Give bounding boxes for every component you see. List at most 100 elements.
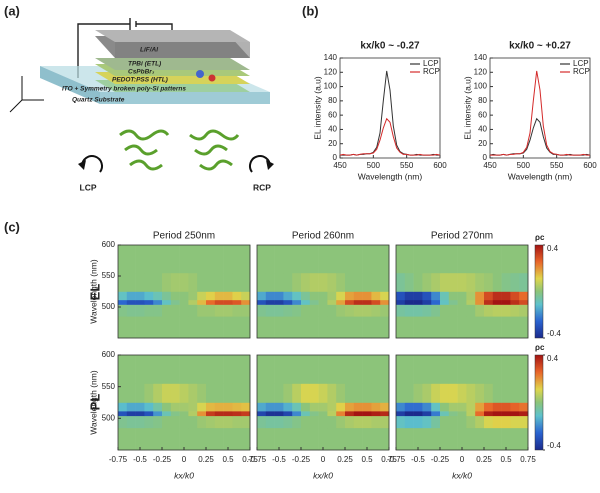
heatmap-cell xyxy=(413,299,423,305)
heatmap-cell xyxy=(345,383,355,403)
heatmap-cell xyxy=(309,299,319,305)
heatmap-cell xyxy=(257,245,267,274)
colorbar xyxy=(534,354,544,451)
heatmap-cell xyxy=(440,427,450,451)
heatmap-cell xyxy=(440,411,450,417)
heatmap-cell xyxy=(144,304,154,317)
heatmap-cell xyxy=(126,415,136,429)
heatmap-cell xyxy=(431,291,441,301)
heatmap-cell xyxy=(475,245,485,274)
heatmap-cell xyxy=(336,415,346,429)
plot-frame xyxy=(339,57,441,159)
heatmap-cell xyxy=(126,304,136,317)
device-diagram xyxy=(9,18,274,173)
heatmap-cell xyxy=(118,411,128,417)
heatmap-cell xyxy=(440,299,450,305)
heatmap-cell xyxy=(274,415,284,429)
heatmap-cell xyxy=(170,355,180,384)
heatmap-cell xyxy=(318,411,328,417)
heatmap-cell xyxy=(431,427,441,451)
heatmap-cell xyxy=(144,402,154,412)
heatmap-cell xyxy=(327,272,337,292)
heatmap-cell xyxy=(362,304,372,317)
heatmap-cell xyxy=(283,304,293,317)
heatmap-cell xyxy=(214,304,224,317)
plot-frame xyxy=(489,57,591,159)
heatmap-cell xyxy=(466,411,476,417)
y-tick-label: 20 xyxy=(328,139,337,148)
colorbar-label: ρc xyxy=(535,343,545,352)
heatmap-cell xyxy=(135,411,145,417)
legend-label: LCP xyxy=(423,59,439,68)
heatmap-cell xyxy=(380,304,390,317)
panel-label: (a) xyxy=(4,3,20,18)
heatmap-cell xyxy=(274,316,284,339)
heatmap-cell xyxy=(380,316,390,339)
legend-label: RCP xyxy=(423,67,440,76)
heatmap-cell xyxy=(362,316,372,339)
heatmap-cell xyxy=(484,245,494,274)
x-tick-label: 550 xyxy=(400,161,414,170)
y-tick-label: 60 xyxy=(328,110,337,119)
heatmap-cell xyxy=(327,316,337,339)
heatmap-cell xyxy=(413,355,423,384)
heatmap-cell xyxy=(197,291,207,301)
x-tick-label: 0.25 xyxy=(198,455,214,464)
heatmap-cell xyxy=(170,411,180,417)
heatmap-cell xyxy=(170,291,180,301)
heatmap-cell xyxy=(283,355,293,384)
heatmap-cell xyxy=(492,299,502,305)
heatmap-cell xyxy=(510,316,520,339)
heatmap-cell xyxy=(336,427,346,451)
heatmap-cell xyxy=(345,415,355,429)
heatmap-cell xyxy=(457,299,467,305)
heatmap-cell xyxy=(457,411,467,417)
heatmap-cell xyxy=(223,427,233,451)
heatmap-cell xyxy=(292,316,302,339)
heatmap-cell xyxy=(492,411,502,417)
heatmap-cell xyxy=(170,272,180,292)
heatmap-cell xyxy=(353,291,363,301)
heatmap-cell xyxy=(135,272,145,292)
heatmap-cell xyxy=(519,291,529,301)
heatmap-cell xyxy=(126,355,136,384)
heatmap-cell xyxy=(170,415,180,429)
colorbar-tick-label: 0.4 xyxy=(547,244,559,253)
heatmap-cell xyxy=(179,383,189,403)
y-tick-label: 80 xyxy=(478,96,487,105)
heatmap-cell xyxy=(345,355,355,384)
heatmap-cell xyxy=(336,272,346,292)
x-tick-label: 600 xyxy=(433,161,447,170)
heatmap-cell xyxy=(413,291,423,301)
heatmap-cell xyxy=(396,299,406,305)
heatmap-cell xyxy=(353,415,363,429)
x-tick-label: 0 xyxy=(321,455,326,464)
chart-title: kx/k0 ~ -0.27 xyxy=(360,41,420,52)
x-tick-label: -0.25 xyxy=(292,455,311,464)
heatmap-cell xyxy=(232,272,242,292)
y-tick-label: 500 xyxy=(102,413,116,422)
heatmap-cell xyxy=(301,299,311,305)
heatmap-cell xyxy=(362,291,372,301)
heatmap-cell xyxy=(371,291,381,301)
heatmap-cell xyxy=(188,245,198,274)
heatmap-cell xyxy=(404,272,414,292)
heatmap-cell xyxy=(475,383,485,403)
heatmap-cell xyxy=(484,272,494,292)
heatmap-cell xyxy=(188,304,198,317)
heatmap-cell xyxy=(188,415,198,429)
x-tick-label: -0.75 xyxy=(109,455,128,464)
heatmap-cell xyxy=(466,304,476,317)
heatmap-cell xyxy=(371,383,381,403)
heatmap-cell xyxy=(309,316,319,339)
heatmap-cell xyxy=(135,299,145,305)
heatmap-cell xyxy=(274,411,284,417)
heatmap-cell xyxy=(371,299,381,305)
heatmap-cell xyxy=(301,383,311,403)
heatmap-cell xyxy=(448,383,458,403)
heatmap-cell xyxy=(188,316,198,339)
heatmap-cell xyxy=(301,291,311,301)
heatmap-cell xyxy=(197,316,207,339)
heatmap-cell xyxy=(126,383,136,403)
plot-frame xyxy=(256,244,390,339)
